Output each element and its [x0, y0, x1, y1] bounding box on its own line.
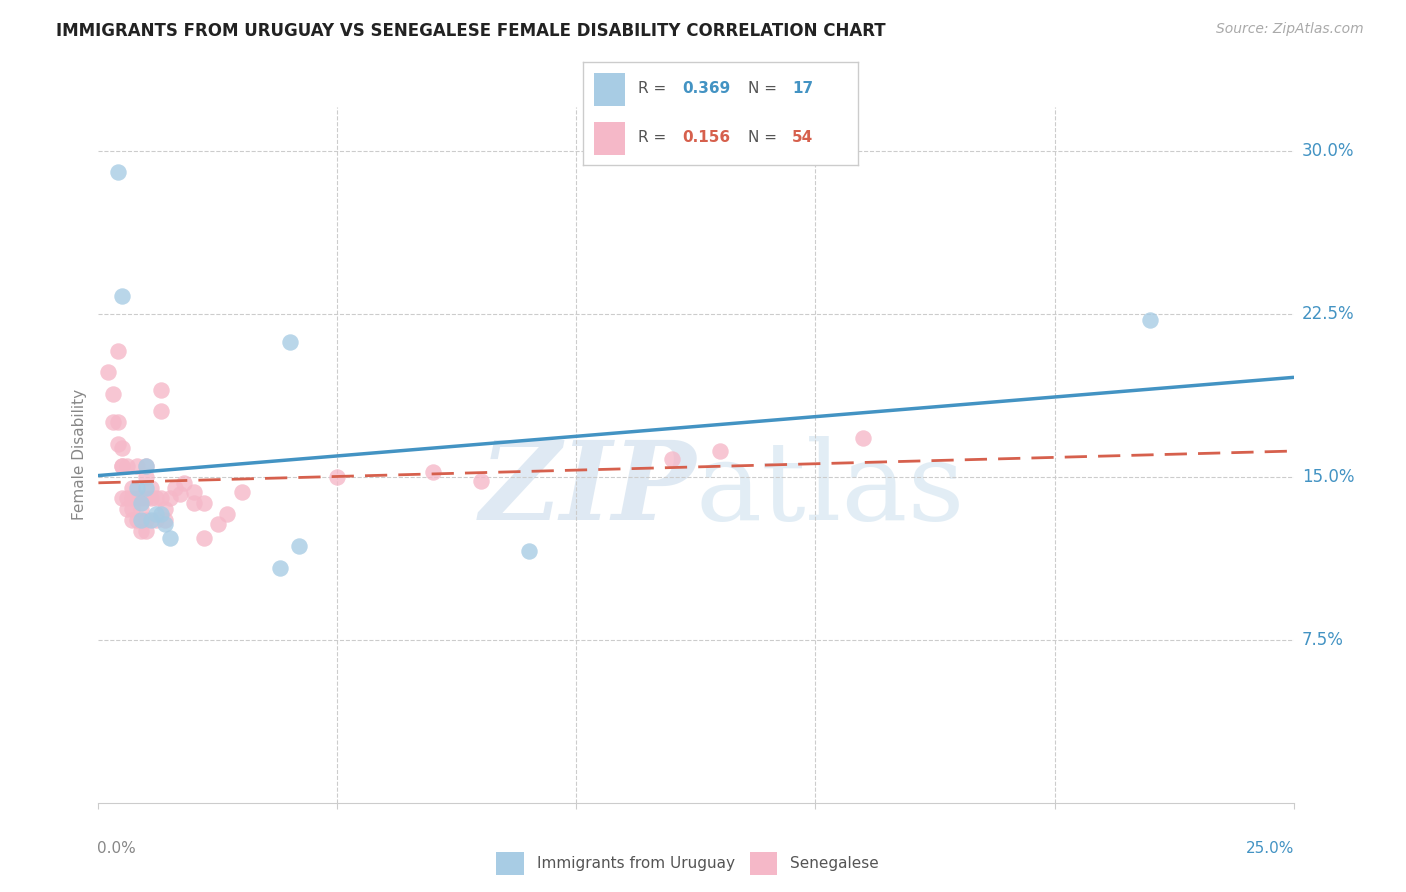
Point — [288, 539, 311, 553]
Bar — [595, 122, 624, 155]
Point — [422, 466, 444, 480]
Point — [125, 513, 148, 527]
Text: Source: ZipAtlas.com: Source: ZipAtlas.com — [1216, 22, 1364, 37]
Text: 0.0%: 0.0% — [97, 841, 136, 856]
Point — [121, 491, 143, 506]
Point — [193, 531, 215, 545]
Point — [231, 484, 253, 499]
Text: 22.5%: 22.5% — [1302, 304, 1354, 323]
Point — [131, 496, 153, 510]
Point — [125, 458, 148, 473]
Point — [135, 524, 157, 538]
Point — [107, 165, 129, 179]
Point — [163, 481, 186, 495]
Text: 0.156: 0.156 — [682, 130, 730, 145]
Point — [207, 517, 229, 532]
Text: 7.5%: 7.5% — [1302, 631, 1344, 648]
Text: R =: R = — [638, 130, 672, 145]
Point — [470, 474, 492, 488]
Point — [139, 481, 162, 495]
Point — [145, 513, 167, 527]
Point — [107, 343, 129, 358]
Text: 17: 17 — [792, 81, 813, 96]
Text: 30.0%: 30.0% — [1302, 142, 1354, 160]
Point — [115, 491, 138, 506]
Point — [1139, 313, 1161, 327]
Point — [173, 476, 195, 491]
Point — [121, 481, 143, 495]
Point — [115, 502, 138, 516]
Point — [217, 507, 239, 521]
Point — [145, 507, 167, 521]
Point — [139, 491, 162, 506]
Point — [111, 458, 134, 473]
Point — [155, 502, 177, 516]
Text: N =: N = — [748, 130, 782, 145]
Point — [709, 443, 731, 458]
Point — [101, 415, 124, 429]
Y-axis label: Female Disability: Female Disability — [72, 389, 87, 521]
Point — [155, 513, 177, 527]
Text: ZIP: ZIP — [479, 436, 696, 543]
Text: Immigrants from Uruguay: Immigrants from Uruguay — [537, 856, 735, 871]
Text: 15.0%: 15.0% — [1302, 467, 1354, 485]
Point — [131, 524, 153, 538]
Point — [159, 531, 181, 545]
Point — [278, 334, 301, 349]
Point — [107, 415, 129, 429]
Point — [135, 481, 157, 495]
Point — [149, 507, 172, 521]
Text: IMMIGRANTS FROM URUGUAY VS SENEGALESE FEMALE DISABILITY CORRELATION CHART: IMMIGRANTS FROM URUGUAY VS SENEGALESE FE… — [56, 22, 886, 40]
Point — [107, 437, 129, 451]
Text: 25.0%: 25.0% — [1246, 841, 1295, 856]
Point — [125, 491, 148, 506]
Point — [145, 491, 167, 506]
Point — [193, 496, 215, 510]
Point — [326, 469, 349, 483]
Text: 0.369: 0.369 — [682, 81, 731, 96]
Point — [852, 431, 875, 445]
Point — [121, 513, 143, 527]
Point — [125, 481, 148, 495]
Point — [183, 496, 205, 510]
Point — [115, 458, 138, 473]
Point — [121, 502, 143, 516]
Bar — [595, 73, 624, 105]
Point — [111, 289, 134, 303]
Point — [159, 491, 181, 506]
Point — [149, 404, 172, 418]
Point — [135, 469, 157, 483]
Point — [183, 484, 205, 499]
Point — [155, 517, 177, 532]
Point — [101, 387, 124, 401]
Point — [131, 491, 153, 506]
Point — [135, 458, 157, 473]
Point — [97, 365, 120, 379]
Text: Senegalese: Senegalese — [790, 856, 879, 871]
Point — [269, 561, 291, 575]
Point — [135, 491, 157, 506]
Point — [135, 458, 157, 473]
Text: atlas: atlas — [696, 436, 966, 543]
Text: R =: R = — [638, 81, 672, 96]
Text: 54: 54 — [792, 130, 813, 145]
Point — [139, 513, 162, 527]
Point — [111, 442, 134, 456]
Point — [169, 487, 191, 501]
Point — [111, 458, 134, 473]
Point — [131, 513, 153, 527]
Point — [517, 543, 540, 558]
Text: N =: N = — [748, 81, 782, 96]
Point — [131, 502, 153, 516]
Point — [149, 491, 172, 506]
Point — [111, 491, 134, 506]
Point — [135, 513, 157, 527]
Point — [149, 383, 172, 397]
Point — [661, 452, 683, 467]
